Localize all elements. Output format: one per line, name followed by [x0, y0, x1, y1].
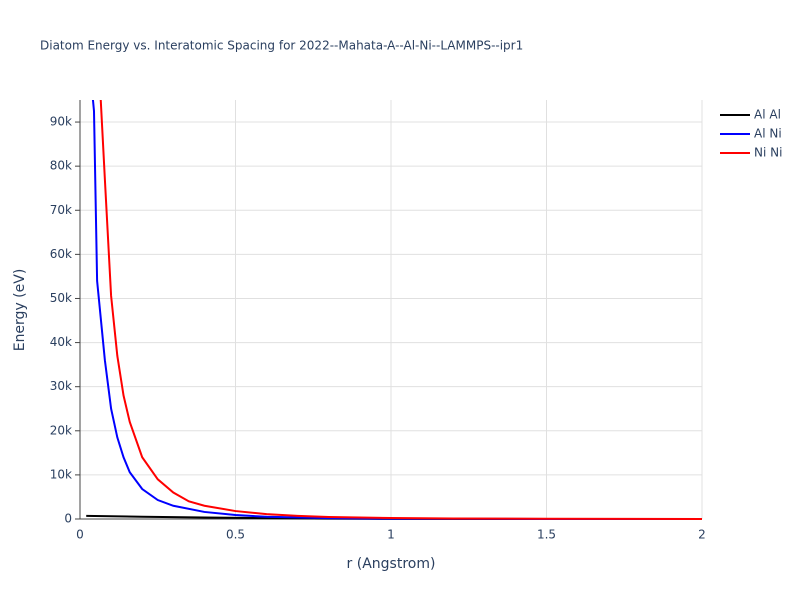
y-tick-label: 80k: [50, 159, 72, 173]
x-tick-label: 0: [76, 528, 84, 542]
x-tick-label: 2: [698, 528, 706, 542]
y-tick-label: 90k: [50, 115, 72, 129]
x-tick-label: 0.5: [226, 528, 245, 542]
y-tick-label: 40k: [50, 335, 72, 349]
chart-title: Diatom Energy vs. Interatomic Spacing fo…: [40, 39, 523, 53]
series-line: [99, 100, 702, 520]
legend-label: Al Ni: [754, 127, 782, 141]
legend-label: Ni Ni: [754, 146, 782, 160]
x-axis-title: r (Angstrom): [347, 556, 436, 572]
legend-label: Al Al: [754, 108, 781, 122]
x-tick-label: 1: [387, 528, 395, 542]
y-tick-label: 20k: [50, 423, 72, 437]
y-tick-label: 60k: [50, 247, 72, 261]
y-tick-label: 70k: [50, 203, 72, 217]
y-tick-label: 50k: [50, 291, 72, 305]
y-tick-label: 30k: [50, 379, 72, 393]
series-line: [91, 100, 702, 520]
y-tick-label: 10k: [50, 467, 72, 481]
y-tick-label: 0: [64, 512, 72, 526]
y-axis-title: Energy (eV): [12, 269, 28, 352]
x-tick-label: 1.5: [537, 528, 556, 542]
plot-area: [86, 100, 702, 520]
